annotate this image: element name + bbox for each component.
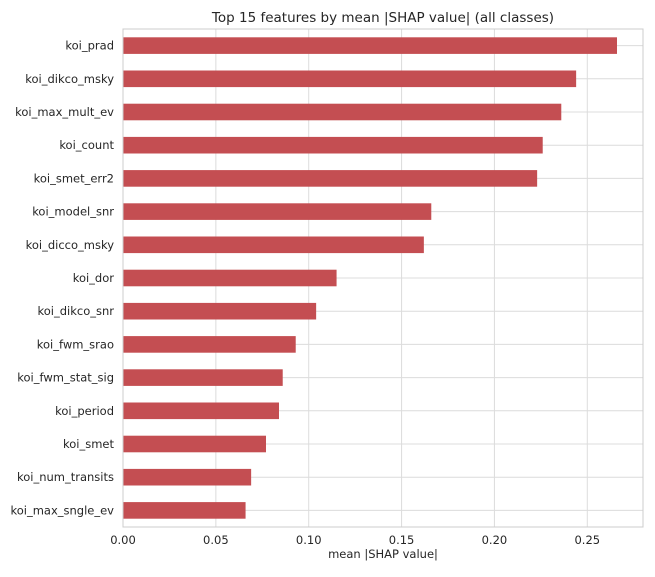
x-axis-label: mean |SHAP value|: [328, 547, 438, 561]
category-label: koi_max_sngle_ev: [10, 503, 114, 517]
category-label: koi_dikco_snr: [37, 304, 114, 318]
bar-koi_count: [123, 136, 543, 154]
category-label: koi_prad: [65, 39, 114, 53]
category-label: koi_num_transits: [17, 470, 114, 484]
category-label: koi_period: [55, 404, 114, 418]
category-labels: koi_prad koi_dikco_msky koi_max_mult_evkoi…: [10, 39, 114, 518]
bar-koi_model_snr: [123, 203, 432, 220]
category-label: koi_fwm_srao: [37, 337, 114, 351]
chart-title: Top 15 features by mean |SHAP value| (al…: [211, 10, 554, 26]
plot-frame: [122, 28, 644, 528]
x-tick-label: 0.20: [482, 533, 508, 547]
bars: [123, 37, 617, 519]
category-label: koi_smet_err2: [34, 171, 114, 185]
x-tick-label: 0.00: [110, 533, 136, 547]
bar-koi_max_sngle_ev: [123, 502, 246, 519]
bar-koi_smet_err2: [123, 170, 538, 187]
category-label: koi_dicco_msky: [26, 238, 115, 252]
category-label: koi_fwm_stat_sig: [17, 371, 114, 385]
x-tick-label: 0.25: [574, 533, 600, 547]
x-tick-label: 0.05: [203, 533, 229, 547]
category-label: koi_count: [59, 138, 114, 152]
bar-koi_smet: [123, 435, 266, 453]
category-label: koi_max_mult_ev: [15, 105, 114, 119]
bar-koi_prad: [123, 37, 617, 54]
bar-koi_fwm_srao: [123, 336, 296, 353]
bar-koi_period: [123, 402, 279, 420]
category-label: koi_dor: [73, 271, 115, 285]
category-label: koi_smet: [63, 437, 114, 451]
x-tick-labels: 0.00 0.05 0.10 0.15 0.20 0.25: [110, 533, 600, 547]
category-label: koi_model_snr: [32, 205, 114, 219]
bar-koi_dikco_msky: [123, 70, 577, 88]
bar-koi_dicco_msky: [123, 236, 424, 254]
bar-koi_fwm_stat_sig: [123, 369, 283, 386]
bar-koi_dikco_snr: [123, 302, 317, 320]
bar-koi_num_transits: [123, 468, 252, 486]
x-tick-label: 0.10: [296, 533, 322, 547]
bar-koi_dor: [123, 269, 337, 287]
bar-koi_max_mult_ev: [123, 103, 562, 121]
x-tick-label: 0.15: [389, 533, 415, 547]
category-label: koi_dikco_msky: [25, 72, 114, 86]
